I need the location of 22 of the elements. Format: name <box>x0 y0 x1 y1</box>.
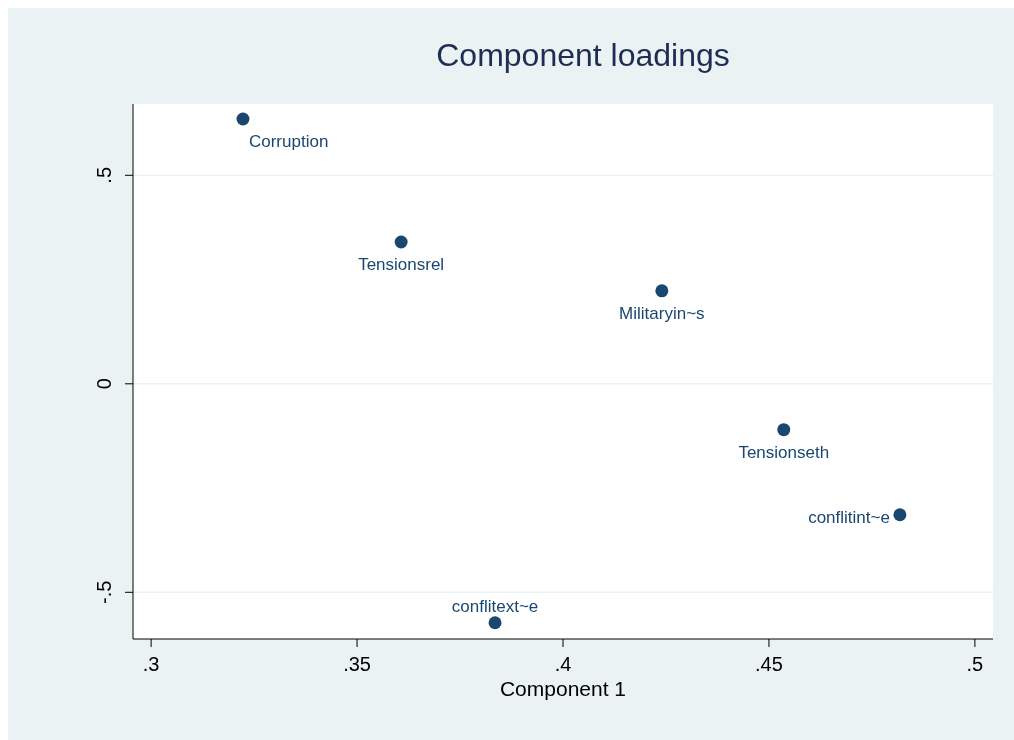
y-tick-label: -.5 <box>93 580 115 604</box>
point <box>394 235 408 249</box>
annotation: Tensionseth <box>738 442 830 462</box>
point <box>777 423 791 437</box>
chart-title: Component loadings <box>436 37 730 73</box>
point <box>488 616 502 630</box>
point <box>236 112 250 126</box>
annotation: conflitint~e <box>808 507 890 527</box>
x-axis-title: Component 1 <box>499 677 627 700</box>
annotation: Tensionsrel <box>358 255 445 275</box>
y-tick-label: 0 <box>93 378 115 390</box>
point <box>655 284 669 298</box>
annotation: conflitext~e <box>451 596 539 616</box>
x-tick-label: .5 <box>966 653 984 675</box>
y-tick-label: .5 <box>93 166 115 184</box>
x-tick-label: .3 <box>142 653 160 675</box>
point <box>893 508 907 522</box>
x-tick-label: .35 <box>343 653 371 675</box>
annotation: Corruption <box>248 132 329 152</box>
x-tick-label: .45 <box>755 653 783 675</box>
annotation: Militaryin~s <box>619 303 705 323</box>
x-tick-label: .4 <box>554 653 572 675</box>
